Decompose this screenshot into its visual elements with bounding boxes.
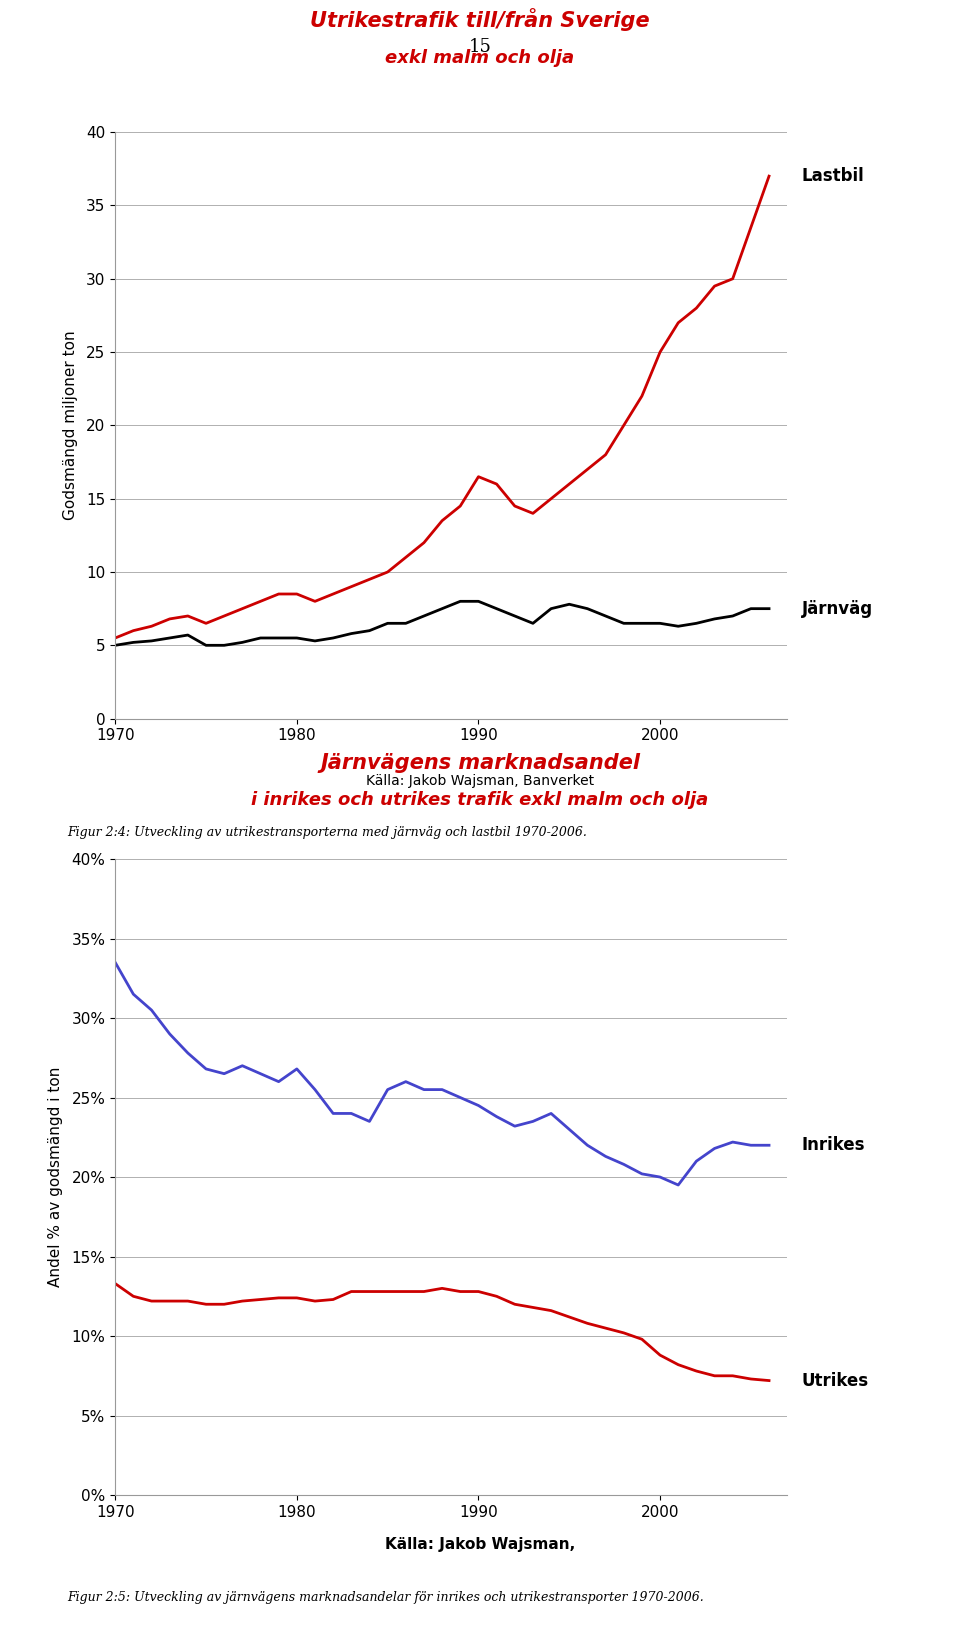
Text: Källa: Jakob Wajsman,: Källa: Jakob Wajsman, xyxy=(385,1536,575,1553)
Text: Figur 2:5: Utveckling av järnvägens marknadsandelar för inrikes och utrikestrans: Figur 2:5: Utveckling av järnvägens mark… xyxy=(67,1591,704,1604)
Text: Järnvägens marknadsandel: Järnvägens marknadsandel xyxy=(320,753,640,773)
Y-axis label: Andel % av godsmängd i ton: Andel % av godsmängd i ton xyxy=(48,1067,63,1287)
Text: Inrikes: Inrikes xyxy=(802,1137,865,1155)
Text: Lastbil: Lastbil xyxy=(802,167,864,185)
Y-axis label: Godsmängd miljoner ton: Godsmängd miljoner ton xyxy=(62,330,78,520)
Text: Källa: Jakob Wajsman, Banverket: Källa: Jakob Wajsman, Banverket xyxy=(366,775,594,788)
Text: Utrikestrafik till/från Sverige: Utrikestrafik till/från Sverige xyxy=(310,8,650,31)
Text: Figur 2:4: Utveckling av utrikestransporterna med järnväg och lastbil 1970-2006.: Figur 2:4: Utveckling av utrikestranspor… xyxy=(67,826,588,839)
Text: Järnväg: Järnväg xyxy=(802,600,873,618)
Text: Utrikes: Utrikes xyxy=(802,1371,869,1389)
Text: 15: 15 xyxy=(468,38,492,56)
Text: exkl malm och olja: exkl malm och olja xyxy=(385,50,575,66)
Text: i inrikes och utrikes trafik exkl malm och olja: i inrikes och utrikes trafik exkl malm o… xyxy=(252,791,708,808)
